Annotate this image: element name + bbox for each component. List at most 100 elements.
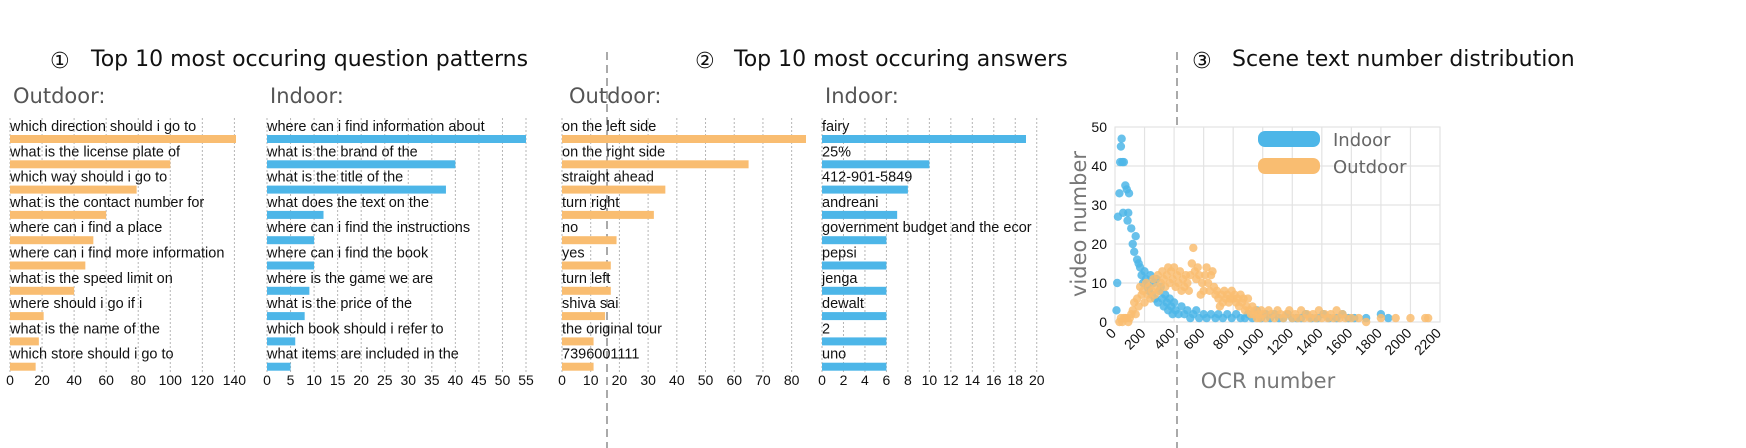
data-point — [1127, 224, 1136, 233]
category-label: turn left — [562, 271, 610, 287]
x-tick-label: 80 — [130, 372, 146, 388]
bar — [10, 135, 236, 143]
x-tick-label: 16 — [986, 372, 1002, 388]
panel-number-1: ① — [50, 49, 70, 74]
bar — [267, 261, 315, 270]
data-point — [1243, 294, 1253, 303]
bar — [562, 362, 594, 371]
bar — [562, 210, 654, 219]
x-tick-label: 1200 — [1263, 325, 1296, 358]
category-label: 2 — [822, 321, 830, 337]
x-tick-label: 1400 — [1293, 325, 1326, 358]
legend-swatch — [1258, 158, 1320, 174]
data-point — [1261, 313, 1270, 323]
category-label: jenga — [821, 271, 858, 287]
x-tick-label: 6 — [883, 372, 891, 388]
category-label: what is the title of the — [266, 170, 403, 186]
data-point — [1391, 313, 1400, 323]
data-point — [1354, 313, 1363, 323]
bar — [10, 312, 44, 321]
bar — [822, 160, 930, 169]
category-label: where should i go if i — [9, 296, 142, 312]
x-tick-label: 10 — [583, 372, 599, 388]
x-tick-label: 0 — [1102, 325, 1119, 342]
category-label: where can i find the instructions — [266, 220, 470, 236]
data-point — [1183, 306, 1192, 315]
bar — [10, 286, 75, 295]
data-point — [1175, 267, 1185, 276]
data-point — [1197, 278, 1207, 288]
data-point — [1117, 134, 1126, 143]
legend-label: Indoor — [1333, 130, 1391, 151]
data-point — [1169, 263, 1179, 272]
data-point — [1130, 247, 1139, 256]
data-point — [1124, 189, 1134, 198]
category-label: what is the name of the — [9, 321, 160, 337]
category-label: what is the price of the — [266, 296, 412, 312]
data-point — [1131, 232, 1140, 241]
category-label: where can i find information about — [266, 119, 485, 135]
bar — [562, 135, 806, 143]
data-point — [1347, 313, 1356, 323]
data-point — [1169, 298, 1179, 307]
x-tick-label: 60 — [98, 372, 114, 388]
data-point — [1128, 239, 1137, 249]
bar — [267, 286, 310, 295]
bar — [267, 236, 315, 245]
x-tick-label: 0 — [6, 372, 14, 388]
data-point — [1406, 313, 1415, 323]
bar — [822, 362, 887, 371]
data-point — [1192, 306, 1201, 315]
category-label: dewalt — [822, 296, 864, 312]
x-tick-label: 200 — [1121, 325, 1149, 353]
category-label: shiva sai — [562, 296, 618, 312]
x-tick-label: 60 — [726, 372, 742, 388]
category-label: on the left side — [562, 119, 656, 135]
x-tick-label: 40 — [66, 372, 82, 388]
data-point — [1123, 216, 1132, 225]
bar — [822, 135, 1026, 143]
data-point — [1314, 306, 1324, 315]
data-point — [1376, 313, 1386, 323]
x-tick-label: 1000 — [1234, 325, 1267, 358]
category-label: where can i find more information — [9, 246, 224, 262]
x-tick-label: 40 — [669, 372, 685, 388]
category-label: where can i find the book — [266, 246, 429, 262]
category-label: straight ahead — [562, 170, 654, 186]
category-label: what items are included in the — [266, 347, 459, 363]
x-tick-label: 20 — [612, 372, 628, 388]
x-tick-label: 25 — [377, 372, 393, 388]
category-label: which direction should i go to — [9, 119, 196, 135]
bar — [822, 236, 887, 245]
x-tick-label: 8 — [904, 372, 912, 388]
legend-swatch — [1258, 131, 1320, 147]
data-point — [1131, 310, 1140, 319]
bar-chart-2: Indoor: 0 5 10 15 20 25 30 35 40 45 50 55 where can i… — [263, 84, 534, 388]
bar — [822, 286, 887, 295]
data-point — [1113, 278, 1122, 288]
data-point — [1183, 278, 1192, 288]
bar — [822, 210, 898, 219]
data-point — [1332, 306, 1341, 315]
category-label: government budget and the ecor — [822, 220, 1032, 236]
x-tick-label: 4 — [861, 372, 869, 388]
bar — [267, 312, 305, 321]
group-label: Indoor: — [825, 84, 899, 108]
category-label: where is the game we are — [266, 271, 433, 287]
category-label: what is the speed limit on — [9, 271, 173, 287]
data-point — [1174, 310, 1183, 319]
category-label: 412-901-5849 — [822, 170, 912, 186]
data-point — [1384, 313, 1393, 323]
x-tick-label: 30 — [640, 372, 656, 388]
legend-label: Outdoor — [1333, 157, 1407, 178]
data-point — [1119, 157, 1129, 167]
data-point — [1124, 208, 1133, 217]
bar — [10, 337, 39, 346]
bar — [562, 286, 611, 295]
bar — [562, 337, 594, 346]
category-label: andreani — [822, 195, 878, 211]
data-point — [1285, 306, 1294, 315]
bar — [562, 236, 617, 245]
